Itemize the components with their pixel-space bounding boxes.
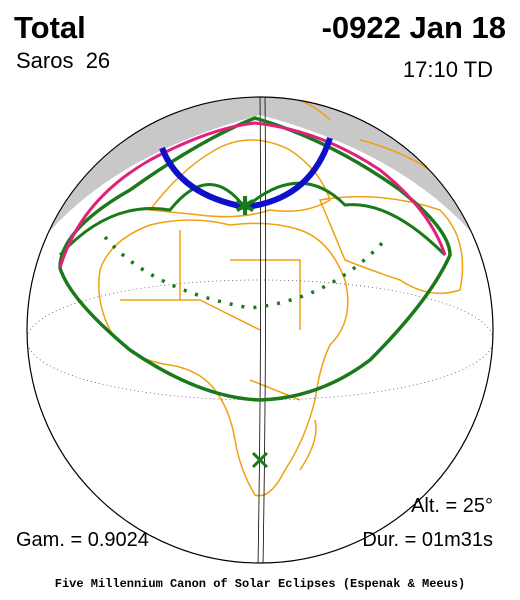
- meridian: [257, 97, 267, 563]
- duration: Dur. = 01m31s: [362, 529, 493, 551]
- continents: [98, 97, 464, 497]
- greatest-eclipse-star: ✱: [234, 192, 256, 222]
- rise-set-curve: [58, 181, 447, 257]
- time: 17:10 TD: [403, 57, 493, 82]
- altitude: Alt. = 25°: [411, 495, 493, 517]
- maximum-curve: [58, 121, 447, 269]
- eclipse-type: Total: [14, 10, 86, 45]
- globe-outline: [26, 96, 494, 564]
- footer-credit: Five Millennium Canon of Solar Eclipses …: [55, 577, 465, 591]
- umbral-path: [159, 137, 333, 211]
- gamma: Gam. = 0.9024: [16, 529, 149, 551]
- eclipse-date: -0922 Jan 18: [322, 10, 506, 45]
- penumbral-limit: [58, 116, 452, 402]
- saros: Saros 26: [16, 48, 110, 73]
- subsolar-point: [251, 451, 269, 469]
